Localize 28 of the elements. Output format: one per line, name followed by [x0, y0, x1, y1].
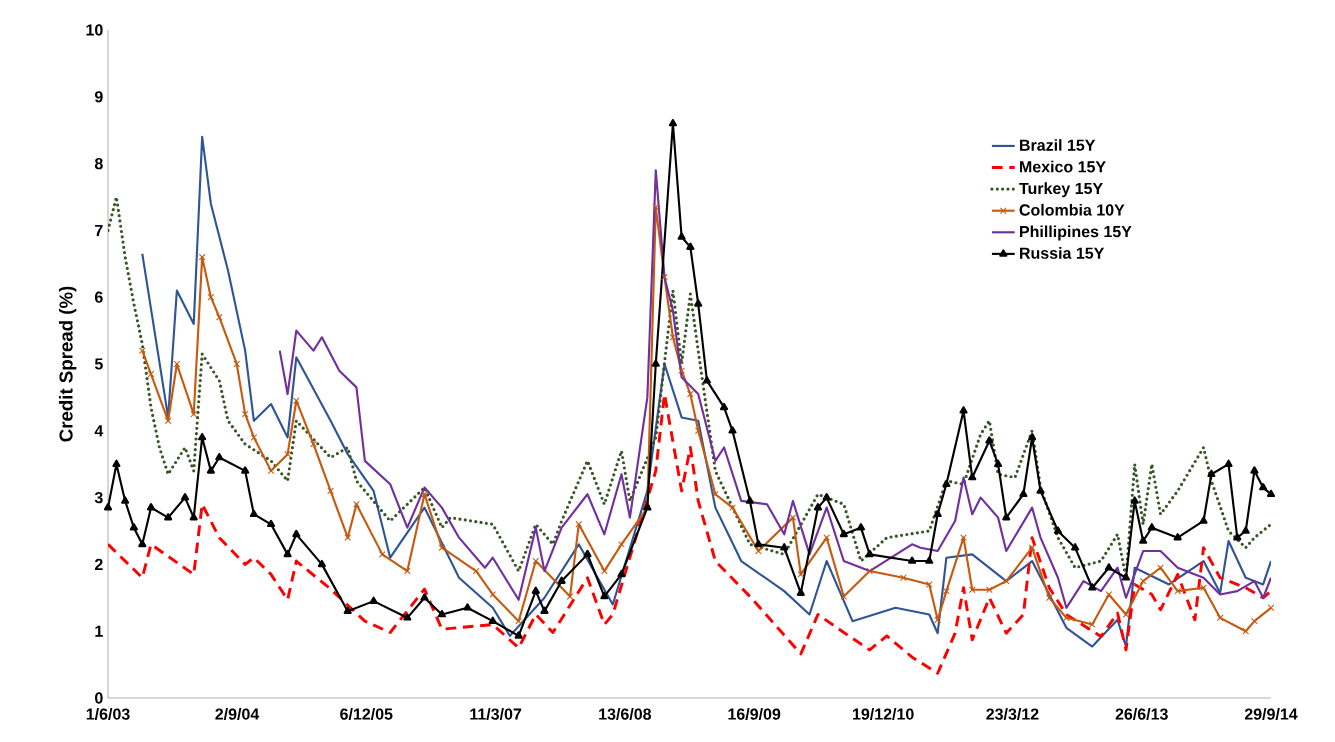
y-tick-label: 4 [94, 425, 104, 437]
x-tick-label: 2/9/04 [215, 708, 260, 720]
y-tick-label: 7 [95, 224, 103, 236]
y-tick-label: 2 [94, 558, 103, 570]
legend-label: Phillipines 15Y [1020, 225, 1132, 241]
x-tick-label: 16/9/09 [728, 708, 781, 720]
x-tick-label: 13/6/08 [599, 708, 652, 720]
y-tick-label: 1 [95, 625, 103, 637]
y-tick-label: 10 [86, 24, 103, 36]
y-axis-title: Credit Spread (%) [58, 286, 77, 442]
y-tick-label: 0 [95, 692, 103, 704]
x-tick-label: 19/12/10 [853, 708, 914, 720]
y-tick-label: 5 [94, 358, 103, 370]
legend-label: Russia 15Y [1020, 247, 1105, 259]
legend-label: Brazil 15Y [1020, 139, 1096, 151]
y-tick-label: 9 [94, 91, 103, 103]
x-tick-label: 6/12/05 [340, 708, 393, 720]
x-tick-label: 29/9/14 [1244, 708, 1298, 720]
legend-label: Turkey 15Y [1019, 182, 1103, 198]
y-tick-label: 3 [94, 491, 103, 504]
legend-label: Colombia 10Y [1019, 203, 1125, 216]
y-tick-label: 6 [94, 291, 103, 303]
x-tick-label: 23/3/12 [986, 708, 1039, 720]
y-tick-label: 8 [94, 157, 103, 170]
legend-label: Mexico 15Y [1020, 160, 1106, 173]
x-tick-label: 11/3/07 [470, 708, 522, 720]
x-tick-label: 26/6/13 [1115, 708, 1168, 720]
x-tick-label: 1/6/03 [86, 708, 130, 720]
